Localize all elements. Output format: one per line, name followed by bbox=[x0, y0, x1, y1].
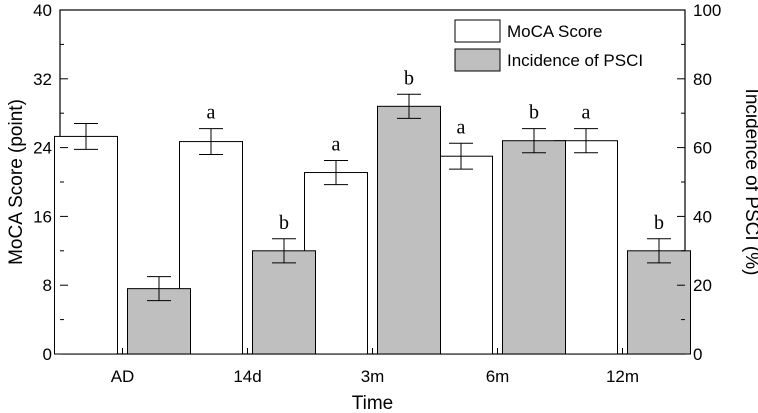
right-tick-label: 40 bbox=[693, 207, 712, 226]
left-tick-label: 24 bbox=[33, 139, 52, 158]
error-bars-layer bbox=[74, 93, 671, 302]
left-tick-label: 16 bbox=[33, 207, 52, 226]
bar-moca bbox=[54, 135, 118, 355]
axes-layer: 0 8 16 24 32 40 0 20 40 60 80 100 AD 14d 3m 6m 12m Time Mo… bbox=[6, 1, 758, 413]
significance-label: b bbox=[654, 212, 664, 234]
left-tick-label: 0 bbox=[43, 345, 52, 364]
bar-psci bbox=[627, 250, 691, 355]
right-tick-label: 80 bbox=[693, 70, 712, 89]
legend: MoCA Score Incidence of PSCI bbox=[454, 19, 643, 72]
significance-label: a bbox=[332, 134, 341, 156]
right-tick-label: 20 bbox=[693, 276, 712, 295]
significance-label: b bbox=[404, 67, 414, 89]
bar-psci bbox=[127, 288, 191, 355]
left-tick-label: 40 bbox=[33, 1, 52, 20]
significance-label: b bbox=[529, 102, 539, 124]
right-axis-title: Incidence of PSCI (%) bbox=[741, 89, 758, 276]
x-axis-title: Time bbox=[352, 393, 394, 413]
legend-swatch bbox=[454, 48, 501, 72]
bar-psci bbox=[502, 140, 566, 355]
significance-label: a bbox=[582, 102, 591, 124]
bars-layer bbox=[54, 105, 691, 355]
x-tick-label: 6m bbox=[486, 367, 510, 386]
significance-label: a bbox=[207, 102, 216, 124]
left-tick-label: 8 bbox=[43, 276, 52, 295]
right-tick-label: 60 bbox=[693, 139, 712, 158]
right-tick-label: 100 bbox=[693, 1, 721, 20]
bar-psci bbox=[252, 250, 316, 355]
x-tick-label: 12m bbox=[606, 367, 639, 386]
left-tick-label: 32 bbox=[33, 70, 52, 89]
significance-label: a bbox=[457, 116, 466, 138]
left-axis-title: MoCA Score (point) bbox=[6, 99, 27, 265]
right-tick-label: 0 bbox=[693, 345, 702, 364]
x-tick-label: 14d bbox=[233, 367, 261, 386]
legend-label: MoCA Score bbox=[507, 22, 602, 41]
annotations-layer: a a a a b b b b bbox=[207, 67, 664, 233]
x-tick-label: AD bbox=[111, 367, 135, 386]
legend-swatch bbox=[454, 19, 501, 43]
significance-label: b bbox=[279, 212, 289, 234]
legend-label: Incidence of PSCI bbox=[507, 51, 643, 70]
bar-psci bbox=[377, 105, 441, 355]
x-tick-label: 3m bbox=[361, 367, 385, 386]
